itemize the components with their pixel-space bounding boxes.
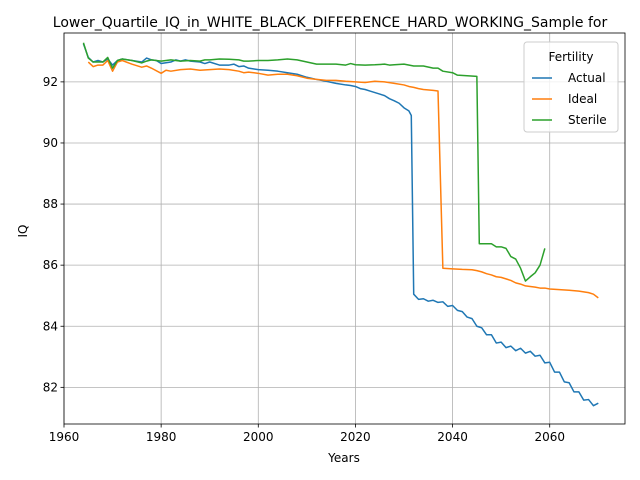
y-tick-label: 84 bbox=[43, 319, 58, 333]
y-tick-label: 82 bbox=[43, 380, 58, 394]
axis-ticks: 1960 1980 2000 2020 2040 2060 82 84 86 88 90 92 bbox=[43, 75, 565, 444]
x-tick-label: 1960 bbox=[49, 430, 80, 444]
legend-label-sterile: Sterile bbox=[568, 113, 607, 127]
y-tick-label: 88 bbox=[43, 197, 58, 211]
legend-label-actual: Actual bbox=[568, 71, 606, 85]
x-axis-title: Years bbox=[327, 451, 360, 465]
chart-title: Lower_Quartile_IQ_in_WHITE_BLACK_DIFFERE… bbox=[53, 15, 608, 31]
x-tick-label: 2040 bbox=[437, 430, 468, 444]
x-tick-label: 2000 bbox=[243, 430, 274, 444]
legend-label-ideal: Ideal bbox=[568, 92, 597, 106]
x-tick-label: 2020 bbox=[340, 430, 371, 444]
series-lines bbox=[82, 42, 599, 407]
x-tick-label: 1980 bbox=[146, 430, 177, 444]
y-axis-title: IQ bbox=[16, 225, 30, 238]
x-tick-label: 2060 bbox=[534, 430, 565, 444]
series-line-ideal bbox=[87, 59, 599, 299]
plot-area-frame bbox=[63, 32, 626, 425]
y-tick-label: 86 bbox=[43, 258, 58, 272]
legend: Fertility Actual Ideal Sterile bbox=[523, 41, 619, 133]
series-line-actual bbox=[82, 43, 599, 407]
y-tick-label: 92 bbox=[43, 75, 58, 89]
series-line-sterile bbox=[82, 42, 546, 282]
legend-title: Fertility bbox=[548, 50, 593, 64]
legend-box bbox=[523, 41, 619, 133]
y-tick-label: 90 bbox=[43, 136, 58, 150]
